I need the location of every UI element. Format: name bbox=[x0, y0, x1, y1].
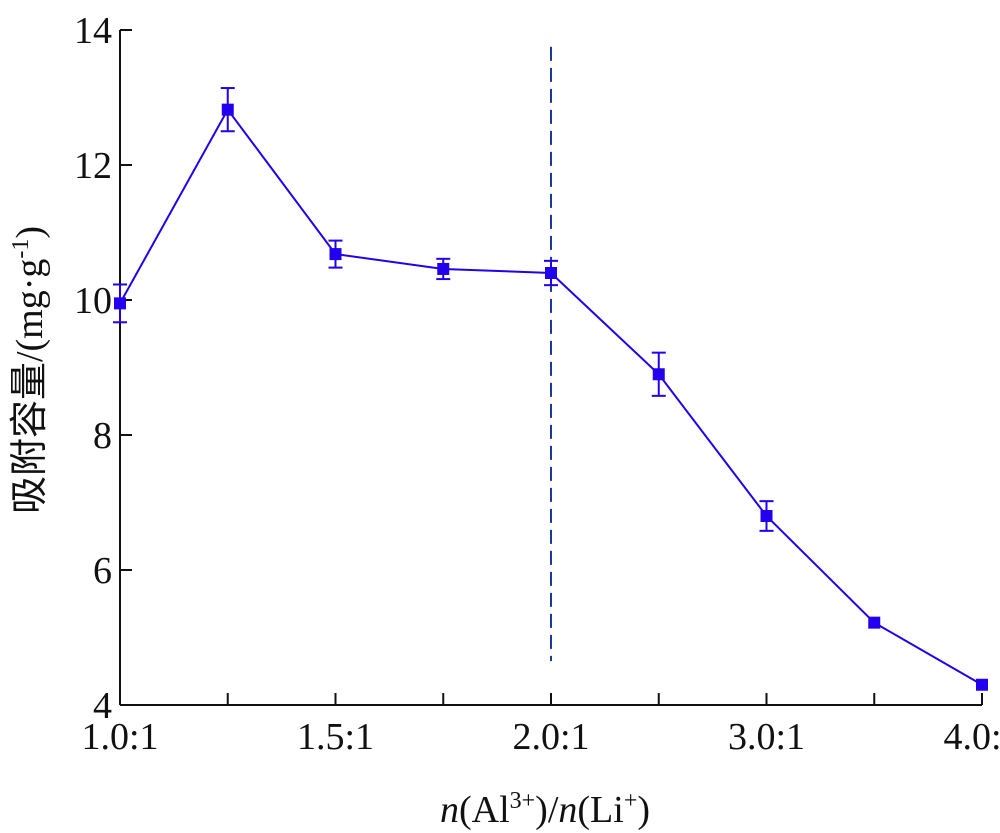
x-title-open1: (Al bbox=[459, 789, 510, 831]
data-point-6 bbox=[760, 510, 773, 522]
x-tick-label-6: 3.0:1 bbox=[728, 716, 805, 758]
y-tick-label-4: 12 bbox=[74, 145, 112, 187]
y-tick-label-3: 10 bbox=[74, 280, 112, 322]
x-title-sup2: + bbox=[624, 788, 638, 814]
x-axis-title: n(Al3+)/n(Li+) bbox=[440, 788, 650, 831]
x-title-open2: (Li bbox=[577, 789, 623, 831]
data-point-4 bbox=[545, 267, 557, 279]
data-point-0 bbox=[114, 297, 126, 310]
y-axis-title: 吸附容量/(mg·g-1) bbox=[8, 226, 51, 514]
y-title-close: ) bbox=[9, 226, 51, 239]
x-tick-label-4: 2.0:1 bbox=[512, 716, 589, 758]
x-title-n2: n bbox=[558, 789, 577, 831]
data-point-3 bbox=[437, 262, 450, 275]
data-point-8 bbox=[976, 678, 988, 691]
y-title-sup: -1 bbox=[8, 239, 34, 259]
y-title-main: 吸附容量/(mg·g bbox=[9, 259, 51, 514]
x-title-sup1: 3+ bbox=[510, 788, 536, 814]
x-tick-label-8: 4.0:1 bbox=[943, 716, 1000, 758]
y-tick-label-2: 8 bbox=[93, 415, 112, 457]
ticks: 4 6 8 10 12 14 1.0:1 1.5:1 2.0:1 3.0:1 4.0:1 bbox=[74, 10, 1000, 758]
data-point-1 bbox=[221, 103, 234, 116]
data-point-2 bbox=[329, 248, 342, 261]
x-title-n1: n bbox=[440, 789, 459, 831]
data-point-7 bbox=[868, 616, 881, 629]
y-tick-label-1: 6 bbox=[93, 550, 112, 592]
x-title-close1: )/ bbox=[535, 789, 559, 831]
x-tick-label-0: 1.0:1 bbox=[81, 716, 158, 758]
series-group bbox=[113, 87, 988, 691]
x-tick-label-2: 1.5:1 bbox=[297, 716, 374, 758]
data-point-5 bbox=[652, 368, 665, 381]
y-tick-label-0: 4 bbox=[93, 685, 112, 727]
y-tick-label-5: 14 bbox=[74, 10, 112, 52]
x-title-close2: ) bbox=[637, 789, 650, 831]
